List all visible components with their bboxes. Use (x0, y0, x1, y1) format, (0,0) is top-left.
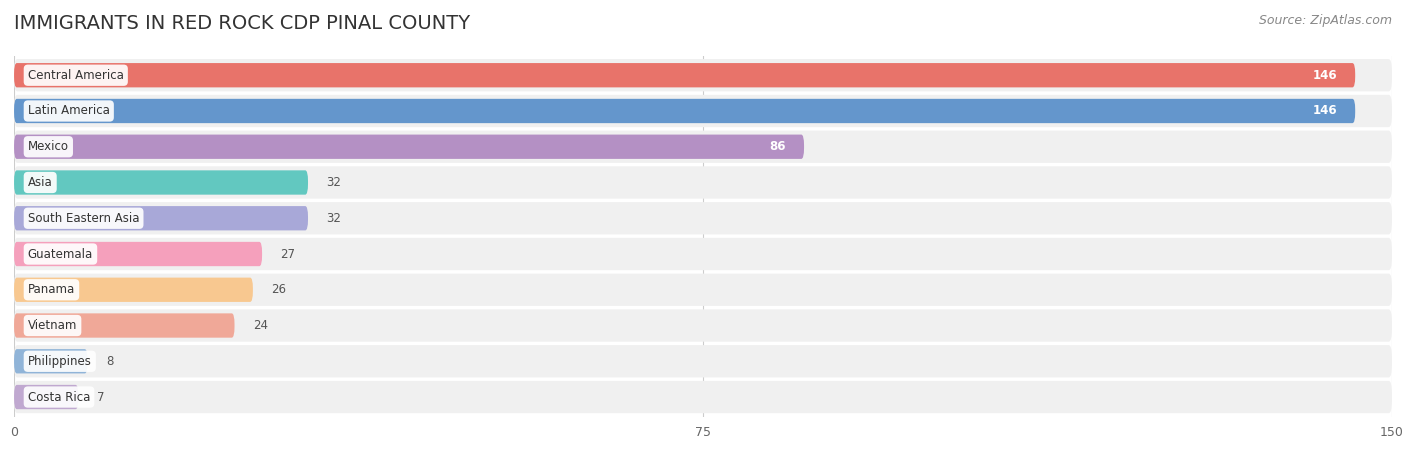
FancyBboxPatch shape (14, 345, 1392, 377)
Text: South Eastern Asia: South Eastern Asia (28, 212, 139, 225)
Text: 26: 26 (271, 283, 287, 296)
Text: 27: 27 (280, 248, 295, 261)
FancyBboxPatch shape (14, 381, 1392, 413)
Text: Latin America: Latin America (28, 105, 110, 118)
Text: Central America: Central America (28, 69, 124, 82)
FancyBboxPatch shape (14, 238, 1392, 270)
FancyBboxPatch shape (14, 242, 262, 266)
Text: 7: 7 (97, 390, 104, 404)
FancyBboxPatch shape (14, 309, 1392, 342)
FancyBboxPatch shape (14, 274, 1392, 306)
FancyBboxPatch shape (14, 202, 1392, 234)
FancyBboxPatch shape (14, 135, 804, 159)
FancyBboxPatch shape (14, 206, 308, 231)
Text: 146: 146 (1312, 69, 1337, 82)
Text: 32: 32 (326, 176, 342, 189)
Text: Mexico: Mexico (28, 140, 69, 153)
Text: 86: 86 (769, 140, 786, 153)
Text: Philippines: Philippines (28, 355, 91, 368)
Text: Costa Rica: Costa Rica (28, 390, 90, 404)
Text: 32: 32 (326, 212, 342, 225)
FancyBboxPatch shape (14, 313, 235, 338)
Text: Guatemala: Guatemala (28, 248, 93, 261)
FancyBboxPatch shape (14, 95, 1392, 127)
Text: Panama: Panama (28, 283, 75, 296)
Text: 24: 24 (253, 319, 269, 332)
FancyBboxPatch shape (14, 385, 79, 409)
Text: Asia: Asia (28, 176, 52, 189)
Text: IMMIGRANTS IN RED ROCK CDP PINAL COUNTY: IMMIGRANTS IN RED ROCK CDP PINAL COUNTY (14, 14, 470, 33)
FancyBboxPatch shape (14, 170, 308, 194)
FancyBboxPatch shape (14, 166, 1392, 199)
FancyBboxPatch shape (14, 63, 1355, 88)
FancyBboxPatch shape (14, 59, 1392, 91)
Text: Vietnam: Vietnam (28, 319, 77, 332)
FancyBboxPatch shape (14, 349, 87, 374)
FancyBboxPatch shape (14, 131, 1392, 163)
Text: 8: 8 (105, 355, 114, 368)
Text: 146: 146 (1312, 105, 1337, 118)
Text: Source: ZipAtlas.com: Source: ZipAtlas.com (1258, 14, 1392, 27)
FancyBboxPatch shape (14, 278, 253, 302)
FancyBboxPatch shape (14, 99, 1355, 123)
